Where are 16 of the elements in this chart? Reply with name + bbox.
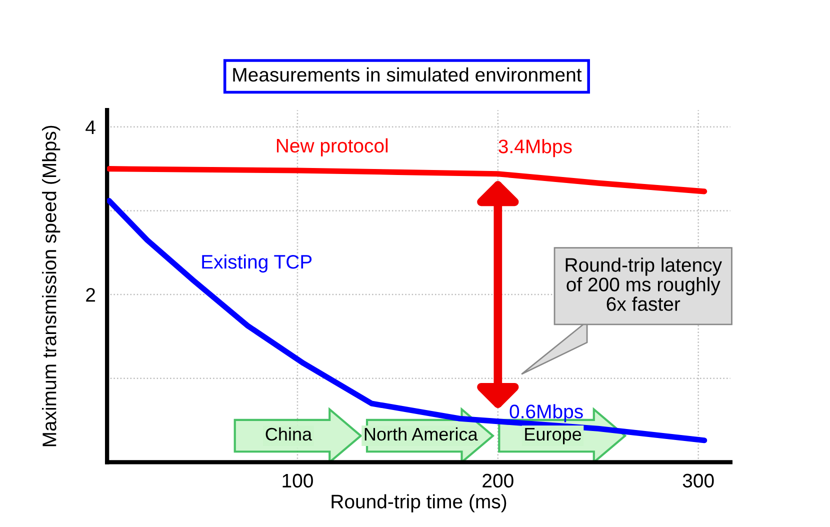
x-tick-label: 100	[282, 474, 313, 488]
series-label: New protocol	[276, 138, 388, 156]
x-axis-title: Round-trip time (ms)	[332, 494, 506, 512]
annotation: 3.4Mbps	[498, 139, 572, 158]
x-tick-label: 300	[682, 474, 714, 488]
series-label: Existing TCP	[202, 254, 312, 273]
y-tick-label: 2	[86, 288, 95, 302]
annotation: Round-trip latency of 200 ms roughly 6x faster	[566, 258, 722, 311]
x-tick-label: 200	[482, 474, 514, 488]
annotation: Europe	[525, 428, 582, 444]
annotation: 0.6Mbps	[510, 404, 583, 422]
y-tick-label: 4	[86, 120, 96, 134]
y-axis-title: Maximum transmission speed (Mbps)	[42, 126, 60, 446]
annotation: North America	[364, 427, 478, 441]
annotation: China	[266, 427, 312, 441]
chart-title: Measurements in simulated environment	[233, 67, 582, 82]
